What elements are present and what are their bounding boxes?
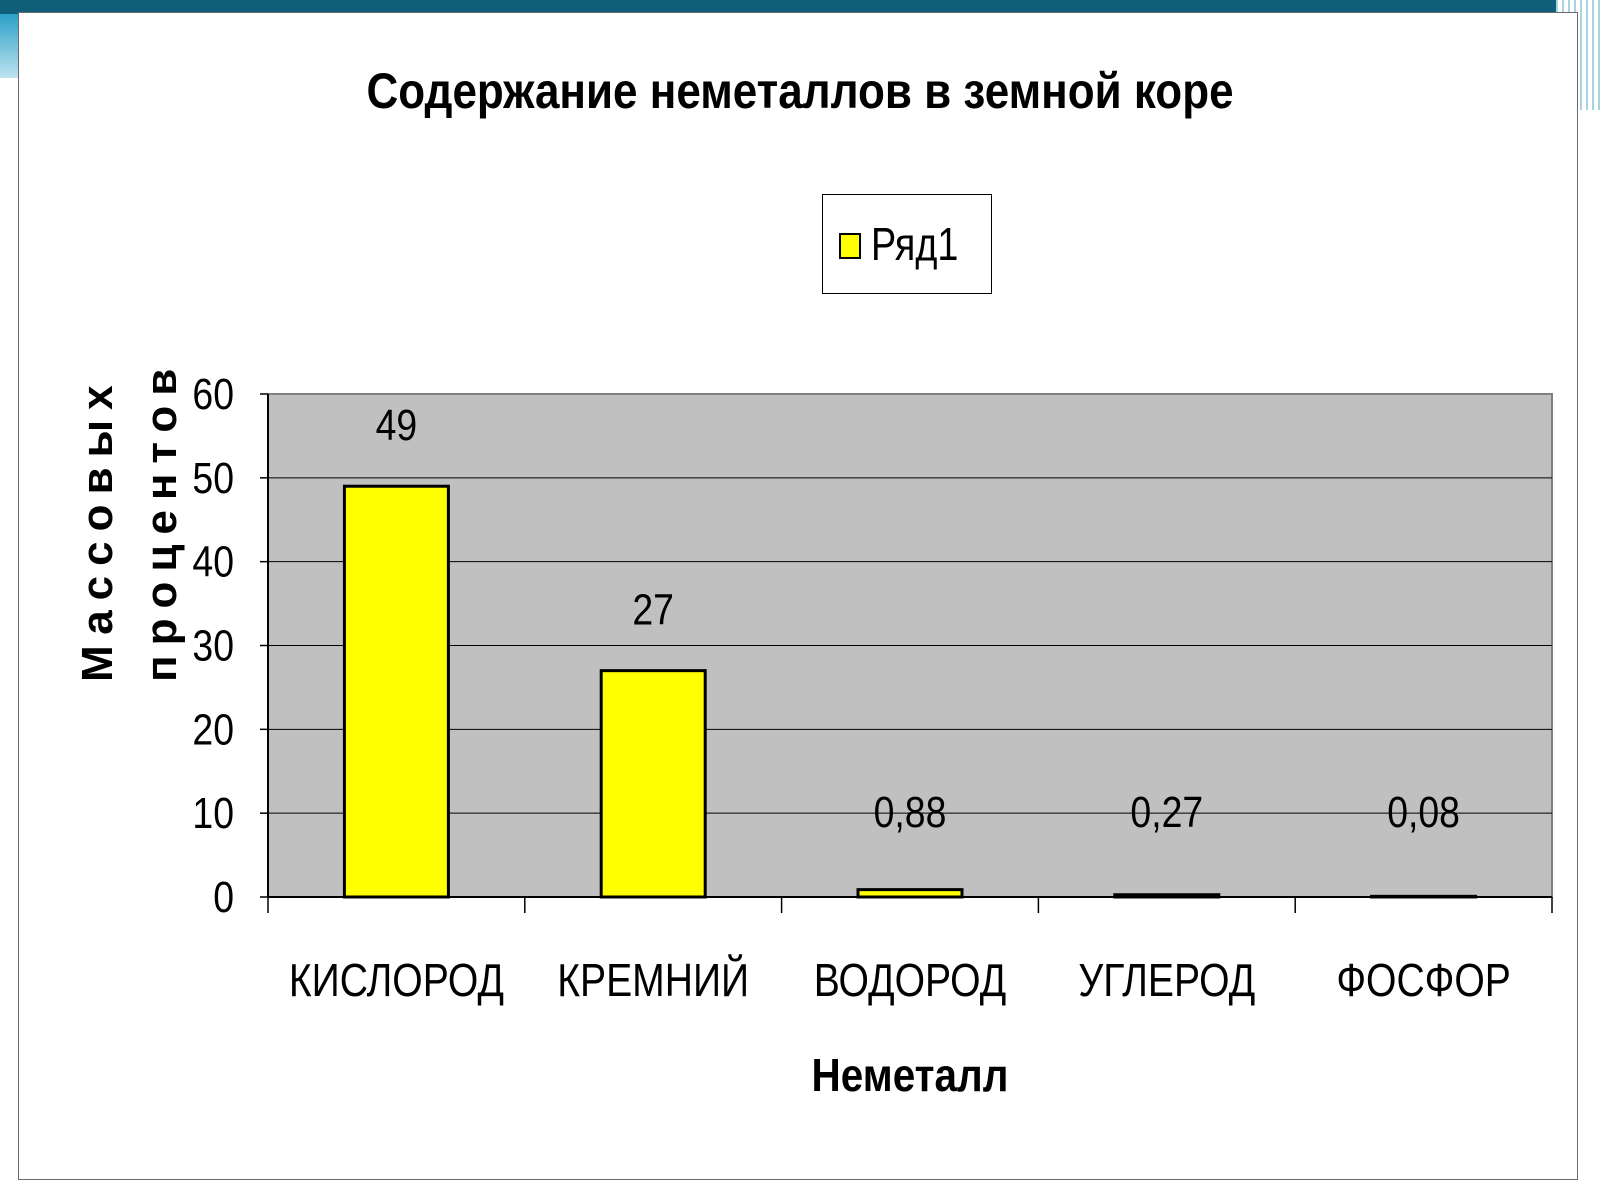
y-tick-label-0: 0 (213, 872, 234, 922)
bar-УГЛЕРОД (1113, 893, 1221, 899)
slide-top-bar (0, 0, 1600, 14)
x-tick-label-КРЕМНИЙ: КРЕМНИЙ (557, 954, 749, 1007)
x-axis-label: Неметалл (811, 1049, 1009, 1101)
x-tick-label-ФОСФОР: ФОСФОР (1336, 955, 1511, 1007)
bar-ВОДОРОД (856, 888, 964, 899)
x-tick-label-УГЛЕРОД: УГЛЕРОД (1078, 955, 1255, 1007)
y-tick-label-10: 10 (192, 788, 234, 838)
y-tick-label-40: 40 (192, 537, 234, 587)
legend-label-series-1: Ряд1 (871, 218, 959, 270)
bar-ФОСФОР (1370, 894, 1478, 899)
y-tick-label-60: 60 (192, 369, 234, 419)
data-label-КРЕМНИЙ: 27 (632, 585, 674, 635)
legend: Ряд1 (822, 194, 992, 294)
data-label-ФОСФОР: 0,08 (1387, 787, 1460, 837)
chart-title: Содержание неметаллов в земной коре (366, 63, 1234, 119)
bar-КРЕМНИЙ (599, 669, 707, 899)
y-tick-label-50: 50 (192, 453, 234, 503)
y-tick-label-20: 20 (192, 704, 234, 754)
legend-swatch-series-1 (839, 233, 861, 259)
data-label-КИСЛОРОД: 49 (376, 400, 418, 450)
bar-КИСЛОРОД (342, 484, 450, 899)
x-tick-label-ВОДОРОД: ВОДОРОД (814, 955, 1006, 1007)
data-label-УГЛЕРОД: 0,27 (1130, 787, 1203, 837)
data-label-ВОДОРОД: 0,88 (874, 787, 947, 837)
x-tick-label-КИСЛОРОД: КИСЛОРОД (289, 955, 504, 1007)
y-tick-label-30: 30 (192, 621, 234, 671)
slide-top-accent (0, 14, 18, 78)
